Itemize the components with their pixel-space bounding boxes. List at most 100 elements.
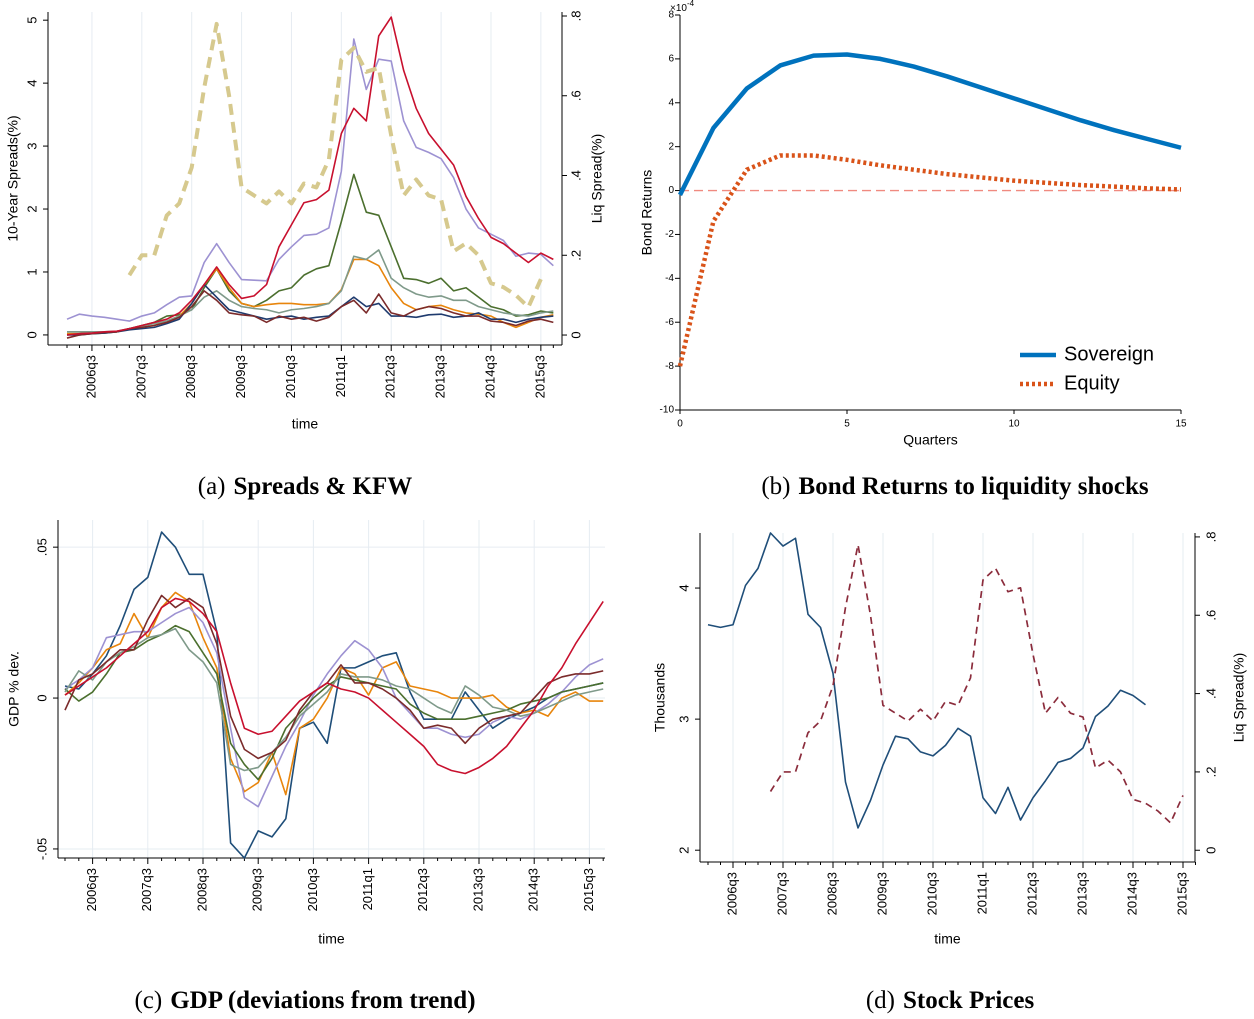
y-tick-label: 2 [676,847,691,854]
caption-tag: (d) [866,987,895,1014]
y-axis-title: 10-Year Spreads(%) [5,115,21,241]
x-tick-label: 2009q3 [250,868,265,911]
y2-tick-label: .6 [568,90,583,101]
y-tick-label: -4 [665,273,674,284]
y2-tick-label: .2 [568,250,583,261]
y-tick-label: 0 [24,331,39,338]
x-tick-label: 2006q3 [724,872,739,915]
y2-tick-label: .4 [568,170,583,181]
y2-tick-label: .4 [1203,688,1218,699]
x-tick-label: 2012q3 [415,868,430,911]
y2-axis-title: Liq Spread(%) [589,134,605,224]
series-line [67,258,554,335]
x-tick-label: 10 [1008,419,1020,430]
legend-label: Sovereign [1064,343,1154,365]
x-tick-label: 2010q3 [924,872,939,915]
caption: (a) Spreads & KFW [198,473,412,500]
series-line [707,532,1146,829]
y-axis-title: GDP % dev. [6,651,22,727]
series-line [67,283,554,336]
x-tick-label: 0 [677,419,683,430]
caption-tag: (c) [134,987,162,1014]
series-line [769,543,1184,824]
y-tick-label: -.05 [34,838,49,860]
x-tick-label: 2006q3 [83,355,98,398]
caption: (d) Stock Prices [866,987,1035,1014]
series-line [677,153,1182,367]
x-tick-label: 2010q3 [305,868,320,911]
caption-tag: (a) [198,473,226,500]
y-axis-title: Bond Returns [639,170,655,256]
x-tick-label: 2013q3 [470,868,485,911]
y-tick-label: -8 [665,361,674,372]
y-tick-label: 2 [24,205,39,212]
y2-tick-label: .8 [568,11,583,22]
series-line [64,594,604,760]
y-tick-label: 4 [24,80,39,87]
x-tick-label: 2011q1 [360,868,375,910]
series-line [64,627,604,772]
x-tick-label: 2012q3 [383,355,398,398]
x-tick-label: 2013q3 [1074,872,1089,915]
x-tick-label: 2009q3 [233,355,248,398]
x-tick-label: 2008q3 [824,872,839,915]
y-tick-label: 8 [668,10,674,21]
y-tick-label: 0 [668,185,674,196]
y-tick-label: 4 [676,584,691,591]
x-tick-label: 2014q3 [482,355,497,398]
y2-tick-label: 0 [568,331,583,338]
x-tick-label: 2013q3 [433,355,448,398]
y-tick-label: 6 [668,54,674,65]
y-tick-label: 3 [24,142,39,149]
y-tick-label: -6 [665,317,674,328]
y-tick-label: 2 [668,141,674,152]
x-axis-title: time [934,931,961,947]
x-tick-label: 2014q3 [1124,872,1139,915]
y-tick-label: 1 [24,268,39,275]
x-tick-label: 5 [844,419,850,430]
x-axis-title: time [318,931,345,947]
x-tick-label: 2014q3 [526,868,541,911]
x-tick-label: 2015q3 [1174,872,1189,915]
y-tick-label: 5 [24,17,39,24]
caption-text: GDP (deviations from trend) [170,987,475,1014]
x-tick-label: 2015q3 [581,868,596,911]
y2-tick-label: .2 [1203,766,1218,777]
y2-tick-label: 0 [1203,847,1218,854]
y-tick-label: -2 [665,229,674,240]
x-tick-label: 2008q3 [183,355,198,398]
x-tick-label: 2010q3 [283,355,298,398]
series-line [67,249,554,333]
x-axis-title: Quarters [903,432,957,448]
caption: (b) Bond Returns to liquidity shocks [761,473,1149,500]
x-tick-label: 2008q3 [194,868,209,911]
y-axis-title: Thousands [652,663,668,732]
series-line [66,290,554,339]
y-tick-label: -10 [660,405,675,416]
x-tick-label: 2012q3 [1024,872,1039,915]
y-scale-base: ×10 [670,3,687,14]
y-tick-label: 0 [34,694,49,701]
series-line [64,606,604,808]
x-tick-label: 2007q3 [774,872,789,915]
y2-tick-label: .8 [1203,531,1218,542]
y2-axis-title: Liq Spread(%) [1231,653,1247,743]
y-tick-label: 3 [676,716,691,723]
series-line [677,52,1182,196]
y-tick-label: 4 [668,97,674,108]
caption-tag: (b) [761,473,790,500]
x-axis-title: time [292,416,319,432]
caption-text: Stock Prices [903,987,1034,1014]
y-scale-label: ×10-4 [670,0,695,14]
x-tick-label: 2007q3 [139,868,154,911]
y-scale-exponent: -4 [687,0,695,8]
legend-label: Equity [1064,372,1120,394]
series-line [127,21,543,310]
series-line [67,173,554,335]
series-line [66,16,554,336]
x-tick-label: 2009q3 [874,872,889,915]
x-tick-label: 2007q3 [133,355,148,398]
y-tick-label: .05 [34,538,49,556]
x-tick-label: 2011q1 [333,355,348,397]
